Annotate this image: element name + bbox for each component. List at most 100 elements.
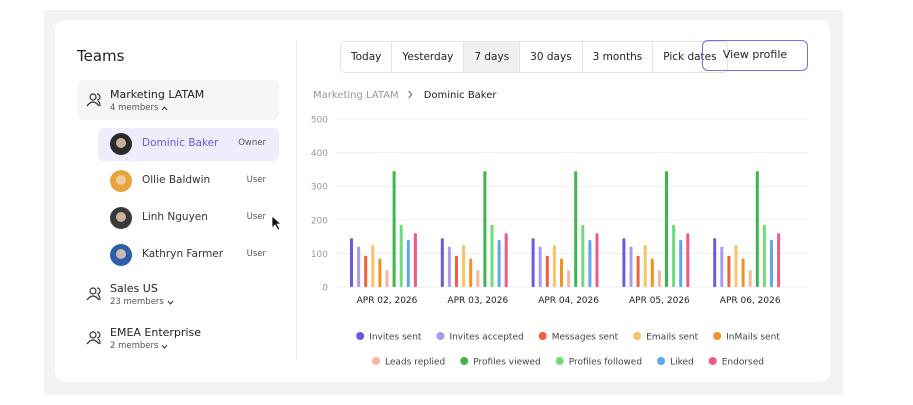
legend-label: Messages sent	[552, 333, 619, 343]
team-name[interactable]: EMEA Enterprise	[110, 326, 201, 339]
bar	[636, 255, 640, 287]
bar	[574, 171, 578, 287]
legend-swatch	[713, 332, 722, 340]
icon-part	[96, 287, 101, 301]
bar	[665, 171, 668, 287]
legend-label: InMails sent	[726, 333, 780, 343]
legend-swatch	[460, 357, 469, 365]
team-members-count: 23 members	[110, 297, 164, 307]
member-role: User	[246, 212, 266, 222]
x-tick-label: APR 06, 2026	[720, 296, 781, 306]
date-tab[interactable]: Yesterday	[392, 42, 465, 72]
legend-swatch	[555, 357, 564, 365]
team-members-count: 2 members	[110, 341, 159, 351]
y-tick-label: 300	[311, 183, 328, 193]
member-name[interactable]: Kathryn Farmer	[142, 248, 224, 260]
bar	[720, 246, 724, 287]
legend-item: Leads replied	[372, 357, 445, 368]
bar	[406, 239, 410, 287]
bar	[483, 171, 487, 287]
bar	[490, 224, 494, 287]
bar	[504, 233, 508, 287]
date-tab[interactable]: 30 days	[520, 42, 583, 72]
team-name[interactable]: Sales US	[110, 282, 158, 295]
legend-item: Liked	[657, 357, 694, 368]
bar	[371, 245, 375, 287]
date-tabs: Today Yesterday 7 days 30 days 3 months Pick …	[340, 41, 728, 73]
member-name[interactable]: Dominic Baker	[142, 137, 219, 149]
bar	[713, 238, 717, 287]
bar	[392, 171, 396, 287]
view-profile-button[interactable]: View profile	[702, 40, 808, 71]
icon-part	[89, 93, 97, 101]
y-tick-label: 400	[311, 149, 328, 159]
legend-label: Liked	[670, 358, 694, 368]
bar	[364, 255, 368, 287]
icon-part	[86, 339, 100, 345]
bar	[770, 239, 773, 287]
avatar-face	[116, 212, 126, 222]
legend-swatch	[436, 332, 445, 340]
date-tab[interactable]: Today	[341, 42, 393, 72]
legend-item: InMails sent	[713, 332, 780, 343]
bar	[657, 270, 661, 287]
bar	[679, 239, 683, 287]
legend-item: Invites sent	[356, 332, 422, 343]
bar	[545, 255, 549, 287]
bar	[567, 270, 571, 287]
bar	[560, 258, 563, 287]
legend-label: Profiles followed	[569, 358, 642, 368]
bar	[748, 270, 752, 287]
icon-part	[89, 331, 97, 339]
y-tick-label: 500	[311, 116, 328, 126]
y-tick-label: 0	[322, 284, 328, 294]
bar	[741, 258, 745, 287]
date-tab[interactable]: 3 months	[583, 42, 654, 72]
bar	[399, 224, 403, 287]
legend-item: Emails sent	[633, 332, 699, 343]
legend-swatch	[633, 332, 642, 340]
avatar-face	[116, 175, 126, 185]
team-members-count: 4 members	[110, 103, 159, 113]
chevron	[167, 300, 174, 305]
x-tick-label: APR 05, 2026	[629, 296, 690, 306]
avatar-face	[116, 249, 126, 259]
member-role: User	[246, 249, 266, 259]
bar	[734, 245, 738, 287]
x-tick-label: APR 04, 2026	[538, 296, 599, 306]
bar	[643, 245, 647, 287]
member-name[interactable]: Linh Nguyen	[142, 211, 208, 223]
bar	[686, 233, 690, 287]
legend-label: Profiles viewed	[473, 358, 541, 368]
bar	[469, 258, 473, 287]
y-tick-label: 100	[311, 250, 328, 260]
bar	[650, 258, 654, 287]
date-tab[interactable]: 7 days	[464, 42, 521, 72]
legend-item: Invites accepted	[436, 332, 524, 343]
bar	[629, 246, 633, 287]
bar	[762, 224, 766, 287]
bar	[413, 233, 417, 287]
bar	[440, 238, 444, 287]
member-role: Owner	[238, 138, 266, 148]
team-icon	[86, 93, 101, 107]
team-header-bg[interactable]	[77, 80, 279, 120]
cursor	[271, 215, 283, 231]
member-name[interactable]: Ollie Baldwin	[142, 174, 211, 186]
y-tick-label: 200	[311, 216, 328, 226]
icon-part	[89, 287, 97, 295]
x-tick-label: APR 03, 2026	[447, 296, 508, 306]
divider	[296, 40, 297, 360]
bar	[378, 258, 382, 287]
bar	[622, 238, 626, 287]
team-icon	[86, 331, 101, 345]
x-tick-label: APR 02, 2026	[357, 296, 418, 306]
date-tab[interactable]: Pick dates	[663, 51, 717, 63]
member-role: User	[246, 175, 266, 185]
team-name[interactable]: Marketing LATAM	[110, 88, 205, 101]
legend-label: Invites sent	[369, 333, 422, 343]
legend-label: Emails sent	[646, 333, 698, 343]
legend-item: Endorsed	[708, 357, 764, 368]
avatar-face	[116, 138, 126, 148]
